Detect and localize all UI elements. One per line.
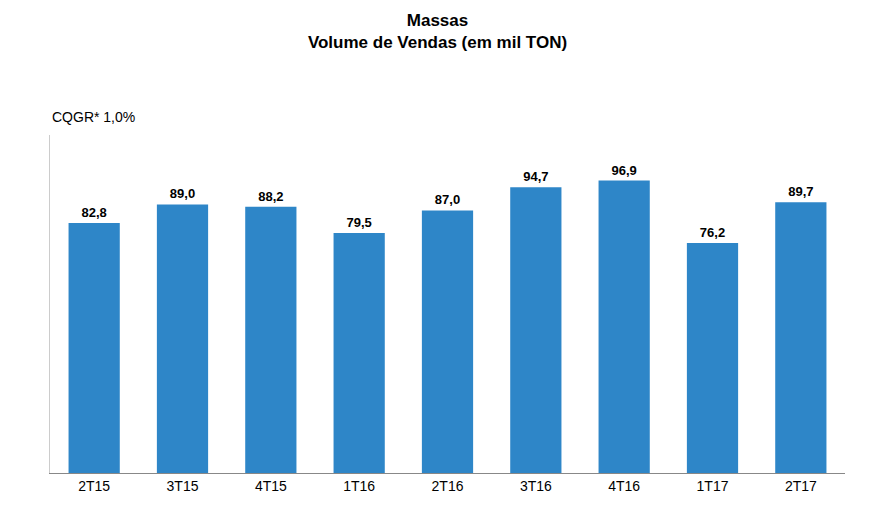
svg-text:87,0: 87,0 [435, 192, 460, 207]
svg-text:76,2: 76,2 [700, 225, 725, 240]
svg-text:2T16: 2T16 [432, 478, 464, 494]
svg-text:MassasVolume de Vendas (em mil: MassasVolume de Vendas (em mil TON) [308, 11, 567, 52]
svg-text:2T15: 2T15 [78, 478, 110, 494]
svg-text:3T15: 3T15 [167, 478, 199, 494]
svg-text:1T17: 1T17 [697, 478, 729, 494]
svg-text:96,9: 96,9 [612, 163, 637, 178]
svg-text:1T16: 1T16 [343, 478, 375, 494]
svg-text:79,5: 79,5 [347, 215, 372, 230]
svg-text:3T16: 3T16 [520, 478, 552, 494]
svg-text:89,7: 89,7 [788, 184, 813, 199]
svg-text:4T16: 4T16 [608, 478, 640, 494]
svg-text:82,8: 82,8 [82, 205, 107, 220]
svg-text:94,7: 94,7 [523, 169, 548, 184]
svg-text:89,0: 89,0 [170, 186, 195, 201]
svg-text:CQGR* 1,0%: CQGR* 1,0% [52, 109, 135, 125]
svg-text:4T15: 4T15 [255, 478, 287, 494]
svg-text:2T17: 2T17 [785, 478, 817, 494]
svg-text:88,2: 88,2 [258, 189, 283, 204]
